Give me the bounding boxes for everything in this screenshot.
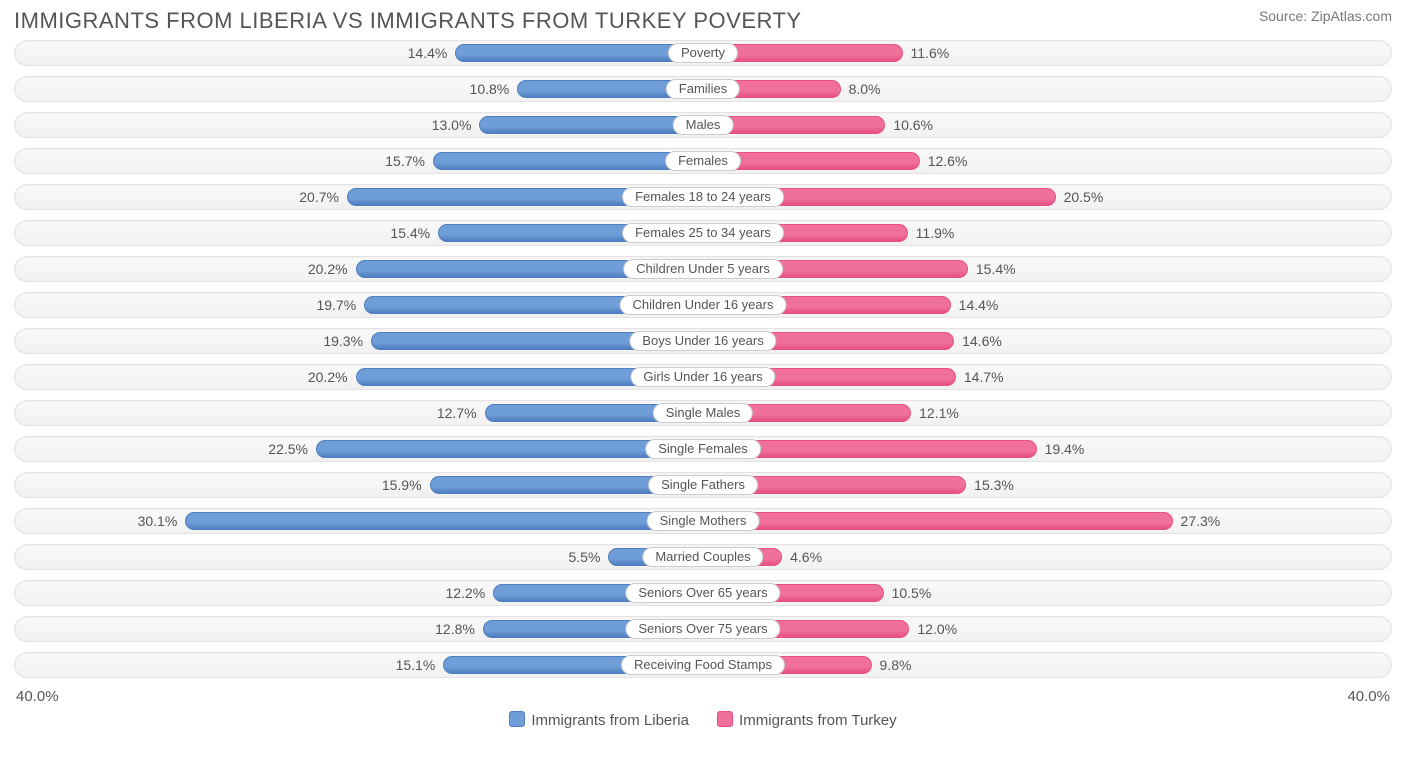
bar-left <box>185 512 703 530</box>
value-label-right: 12.1% <box>919 401 959 425</box>
chart-row: 20.2% 15.4% Children Under 5 years <box>14 256 1392 282</box>
value-label-left: 20.7% <box>299 185 339 209</box>
category-pill: Boys Under 16 years <box>629 331 776 351</box>
category-pill: Single Females <box>645 439 761 459</box>
category-pill: Females <box>665 151 741 171</box>
bar-left <box>479 116 703 134</box>
chart-row: 13.0% 10.6% Males <box>14 112 1392 138</box>
value-label-right: 9.8% <box>880 653 912 677</box>
value-label-left: 10.8% <box>470 77 510 101</box>
chart-row: 12.7% 12.1% Single Males <box>14 400 1392 426</box>
chart-row: 15.1% 9.8% Receiving Food Stamps <box>14 652 1392 678</box>
bar-right <box>703 512 1173 530</box>
chart-row: 22.5% 19.4% Single Females <box>14 436 1392 462</box>
value-label-left: 13.0% <box>432 113 472 137</box>
source-attribution: Source: ZipAtlas.com <box>1259 8 1392 24</box>
value-label-right: 15.4% <box>976 257 1016 281</box>
chart-row: 12.2% 10.5% Seniors Over 65 years <box>14 580 1392 606</box>
value-label-right: 14.6% <box>962 329 1002 353</box>
value-label-left: 15.1% <box>396 653 436 677</box>
chart-row: 19.3% 14.6% Boys Under 16 years <box>14 328 1392 354</box>
category-pill: Children Under 16 years <box>620 295 787 315</box>
legend-swatch-right <box>717 711 733 727</box>
value-label-right: 14.4% <box>959 293 999 317</box>
category-pill: Receiving Food Stamps <box>621 655 785 675</box>
bar-left <box>433 152 703 170</box>
chart-row: 19.7% 14.4% Children Under 16 years <box>14 292 1392 318</box>
value-label-right: 4.6% <box>790 545 822 569</box>
legend-item-right: Immigrants from Turkey <box>717 712 897 729</box>
category-pill: Single Males <box>653 403 753 423</box>
category-pill: Married Couples <box>642 547 763 567</box>
value-label-right: 12.6% <box>928 149 968 173</box>
value-label-right: 11.6% <box>911 41 950 65</box>
bar-left <box>455 44 703 62</box>
chart-row: 15.4% 11.9% Females 25 to 34 years <box>14 220 1392 246</box>
legend: Immigrants from Liberia Immigrants from … <box>14 711 1392 729</box>
chart-row: 20.2% 14.7% Girls Under 16 years <box>14 364 1392 390</box>
value-label-right: 27.3% <box>1181 509 1221 533</box>
value-label-left: 20.2% <box>308 257 348 281</box>
category-pill: Males <box>673 115 734 135</box>
category-pill: Females 25 to 34 years <box>622 223 784 243</box>
source-prefix: Source: <box>1259 8 1311 24</box>
value-label-left: 22.5% <box>268 437 308 461</box>
category-pill: Poverty <box>668 43 738 63</box>
value-label-right: 19.4% <box>1045 437 1085 461</box>
value-label-left: 19.7% <box>316 293 356 317</box>
category-pill: Children Under 5 years <box>623 259 783 279</box>
chart-row: 12.8% 12.0% Seniors Over 75 years <box>14 616 1392 642</box>
value-label-right: 15.3% <box>974 473 1014 497</box>
value-label-left: 15.4% <box>390 221 430 245</box>
value-label-right: 11.9% <box>916 221 955 245</box>
chart-row: 15.7% 12.6% Females <box>14 148 1392 174</box>
category-pill: Seniors Over 65 years <box>625 583 780 603</box>
value-label-left: 15.9% <box>382 473 422 497</box>
category-pill: Single Fathers <box>648 475 758 495</box>
legend-swatch-left <box>509 711 525 727</box>
chart-row: 30.1% 27.3% Single Mothers <box>14 508 1392 534</box>
value-label-left: 30.1% <box>138 509 178 533</box>
value-label-right: 12.0% <box>917 617 957 641</box>
source-name: ZipAtlas.com <box>1311 8 1392 24</box>
chart-header: IMMIGRANTS FROM LIBERIA VS IMMIGRANTS FR… <box>14 8 1392 34</box>
category-pill: Females 18 to 24 years <box>622 187 784 207</box>
legend-label-left: Immigrants from Liberia <box>531 712 689 729</box>
value-label-right: 8.0% <box>849 77 881 101</box>
value-label-right: 20.5% <box>1064 185 1104 209</box>
chart-rows: 14.4%11.6%Poverty10.8%8.0%Families13.0%1… <box>14 40 1392 678</box>
chart-title: IMMIGRANTS FROM LIBERIA VS IMMIGRANTS FR… <box>14 8 802 34</box>
value-label-left: 12.2% <box>445 581 485 605</box>
chart-row: 5.5% 4.6% Married Couples <box>14 544 1392 570</box>
chart-row: 20.7% 20.5% Females 18 to 24 years <box>14 184 1392 210</box>
value-label-left: 20.2% <box>308 365 348 389</box>
category-pill: Single Mothers <box>647 511 760 531</box>
legend-item-left: Immigrants from Liberia <box>509 712 693 729</box>
value-label-left: 15.7% <box>385 149 425 173</box>
value-label-right: 14.7% <box>964 365 1004 389</box>
value-label-right: 10.5% <box>892 581 932 605</box>
category-pill: Girls Under 16 years <box>630 367 775 387</box>
value-label-left: 12.8% <box>435 617 475 641</box>
value-label-left: 5.5% <box>568 545 600 569</box>
axis-right-max: 40.0% <box>1347 688 1390 705</box>
value-label-right: 10.6% <box>893 113 933 137</box>
x-axis: 40.0% 40.0% <box>14 688 1392 705</box>
chart-row: 14.4% 11.6% Poverty <box>14 40 1392 66</box>
chart-row: 10.8% 8.0% Families <box>14 76 1392 102</box>
value-label-left: 12.7% <box>437 401 477 425</box>
category-pill: Seniors Over 75 years <box>625 619 780 639</box>
legend-label-right: Immigrants from Turkey <box>739 712 897 729</box>
category-pill: Families <box>666 79 740 99</box>
axis-left-max: 40.0% <box>16 688 59 705</box>
value-label-left: 14.4% <box>408 41 448 65</box>
value-label-left: 19.3% <box>323 329 363 353</box>
chart-row: 15.9% 15.3% Single Fathers <box>14 472 1392 498</box>
